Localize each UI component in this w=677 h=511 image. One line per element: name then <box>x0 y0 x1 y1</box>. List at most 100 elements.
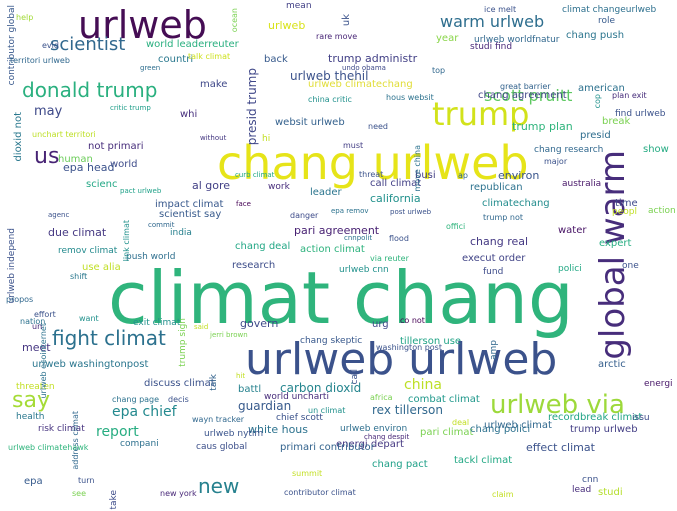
word-want: want <box>79 314 99 323</box>
word-effect-climat: effect climat <box>526 441 595 454</box>
word-evid: evid <box>42 41 59 50</box>
word-presid-trump: presid trump <box>245 68 259 146</box>
word-chang-despit: chang despit <box>364 433 410 441</box>
word-carbon-dioxid: carbon dioxid <box>280 381 362 395</box>
word-lead: lead <box>572 485 592 495</box>
word-ocean: ocean <box>230 8 239 33</box>
word-busi: busi <box>415 170 436 181</box>
word-turn: turn <box>78 476 95 485</box>
word-pari-agreement: pari agreement <box>294 224 380 237</box>
word-danger: danger <box>290 211 319 220</box>
word-urlweb-cnn: urlweb cnn <box>339 265 389 275</box>
word-territori-urlweb: territori urlweb <box>10 56 70 65</box>
word-co-not: co not <box>400 316 425 325</box>
word-chang-deal: chang deal <box>235 241 291 252</box>
word-urlweb-urlweb: urlweb urlweb <box>245 334 558 385</box>
word-face: face <box>236 200 251 208</box>
word-may: may <box>34 104 63 119</box>
word-flood: flood <box>389 234 409 243</box>
word-urlweb-nytim: urlweb nytim <box>204 429 264 439</box>
word-epa-remov: epa remov <box>331 207 369 215</box>
word-cnn: cnn <box>582 475 599 485</box>
word-california: california <box>370 192 421 205</box>
word-hous-websit: hous websit <box>386 93 434 102</box>
word-must: must <box>343 141 364 150</box>
word-warm-urlweb: warm urlweb <box>440 12 545 31</box>
word-guardian: guardian <box>238 399 292 413</box>
word-remov-climat: remov climat <box>58 246 118 256</box>
word-world-uncharti: world uncharti <box>264 392 329 402</box>
word-urlweb-via: urlweb via <box>490 390 625 420</box>
word-scientist: scientist <box>50 34 126 55</box>
word-urlweb-thehil: urlweb thehil <box>290 69 369 83</box>
word-energi: energi <box>644 379 673 389</box>
word-threat: threat <box>359 170 384 179</box>
word-polici: polici <box>558 264 582 274</box>
word-urlweb: urlweb <box>268 19 306 32</box>
word-jerri-brown: jerri brown <box>210 331 248 339</box>
word-fund: fund <box>483 267 504 277</box>
word-execut-order: execut order <box>462 253 526 264</box>
word-link-climat: link climat <box>122 220 131 262</box>
word-africa: africa <box>370 393 393 402</box>
word-india: india <box>170 228 192 238</box>
word-republican: republican <box>470 182 523 193</box>
word-primari-contributor: primari contributor <box>280 442 375 453</box>
word-water: water <box>558 225 587 236</box>
word-mean: mean <box>286 1 312 11</box>
word-address-climat: address climat <box>71 411 80 470</box>
word-epa-head: epa head <box>63 161 115 174</box>
word-al-gore: al gore <box>192 179 231 192</box>
word-nation: nation <box>20 317 46 326</box>
word-threaten: threaten <box>16 382 55 392</box>
word-pact-urlweb: pact urlweb <box>120 187 162 195</box>
word-chang-skeptic: chang skeptic <box>300 336 363 346</box>
word-chang-polici: chang polici <box>470 424 531 435</box>
word-chang-page: chang page <box>112 395 160 404</box>
word-post-urlweb: post urlweb <box>390 208 432 216</box>
word-urlweb-independ: urlweb independ <box>7 228 17 304</box>
word-call-climat: call climat <box>370 178 422 189</box>
word-epa-chief: epa chief <box>112 404 177 420</box>
word-propos: propos <box>6 295 34 304</box>
word-urlweb: urlweb <box>78 3 207 47</box>
word-urg: urg <box>372 319 389 330</box>
word-break: break <box>602 116 631 127</box>
word-impact-climat: impact climat <box>155 199 224 210</box>
word-offici: offici <box>446 222 466 231</box>
word-agenc: agenc <box>48 211 70 219</box>
word-new-york: new york <box>160 489 197 498</box>
word-ice-melt: ice melt <box>484 5 517 14</box>
word-scienc: scienc <box>86 179 118 190</box>
word-talk-climat: talk climat <box>188 52 231 61</box>
word-new: new <box>198 474 240 498</box>
word-countri: countri <box>158 54 194 65</box>
word-discuss-climat: discuss climat <box>144 378 215 389</box>
word-call: call <box>350 369 360 385</box>
word-australia: australia <box>562 179 602 189</box>
word-action: action <box>648 206 676 216</box>
word-urlweb-climatehawk: urlweb climatehawk <box>8 443 89 452</box>
word-wayn-tracker: wayn tracker <box>192 415 245 424</box>
word-undo-obama: undo obama <box>342 64 386 72</box>
word-energi-depart: energi depart <box>336 439 404 450</box>
word-move-china: move china <box>413 145 422 192</box>
word-time: time <box>615 198 638 209</box>
word-amp: amp <box>489 340 499 360</box>
word-american: american <box>578 83 625 94</box>
word-expert: expert <box>599 238 632 249</box>
word-presid: presid <box>580 130 611 141</box>
word-health: health <box>16 412 45 422</box>
word-recordbreak-climat: recordbreak climat <box>548 412 643 423</box>
word-china: china <box>404 377 442 393</box>
word-action-climat: action climat <box>300 244 365 255</box>
word-studi: studi <box>598 487 623 498</box>
word-cnnpolit: cnnpolit <box>344 234 373 242</box>
word-report: report <box>96 424 139 440</box>
word-pari-climat: pari climat <box>420 427 474 438</box>
word-major: major <box>544 157 568 166</box>
word-websit-urlweb: websit urlweb <box>275 117 345 128</box>
word-trump-urlweb: trump urlweb <box>570 424 638 435</box>
word-year: year <box>436 33 459 44</box>
